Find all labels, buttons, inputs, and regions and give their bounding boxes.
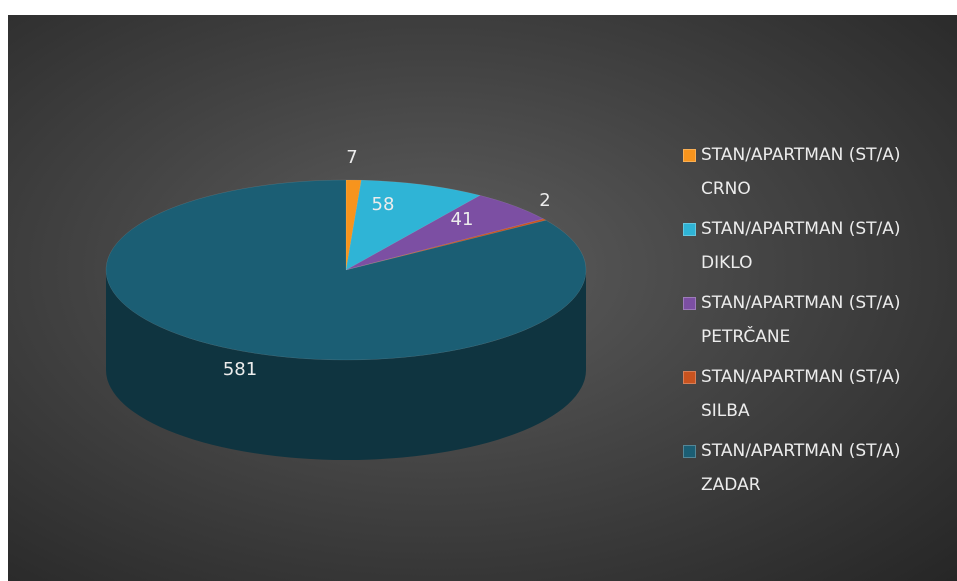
data-label: 58	[372, 194, 395, 215]
legend-item: STAN/APARTMAN (ST/A) ZADAR	[683, 434, 953, 502]
data-label: 7	[346, 147, 357, 168]
pie-slice	[345, 195, 545, 271]
legend-label: STAN/APARTMAN (ST/A) PETRČANE	[701, 293, 901, 347]
legend-label: STAN/APARTMAN (ST/A) CRNO	[701, 145, 901, 199]
legend-item: STAN/APARTMAN (ST/A) PETRČANE	[683, 286, 953, 354]
pie-slice	[345, 218, 547, 271]
legend-item: STAN/APARTMAN (ST/A) SILBA	[683, 360, 953, 428]
legend-swatch	[683, 297, 696, 310]
legend-swatch	[683, 223, 696, 236]
pie-slice	[345, 179, 362, 271]
data-label: 2	[539, 190, 550, 211]
legend-item: STAN/APARTMAN (ST/A) DIKLO	[683, 212, 953, 280]
chart: 7 58 41 2 581	[105, 147, 587, 460]
legend-swatch	[683, 445, 696, 458]
pie-side	[106, 270, 586, 460]
legend: STAN/APARTMAN (ST/A) CRNO STAN/APARTMAN (…	[683, 138, 953, 508]
legend-swatch	[683, 371, 696, 384]
data-label: 581	[223, 359, 257, 380]
legend-label: STAN/APARTMAN (ST/A) SILBA	[701, 367, 901, 421]
legend-swatch	[683, 149, 696, 162]
pie-slice	[345, 179, 481, 271]
chart-area: 7 58 41 2 581 STAN/APARTMAN (ST/A) CRNO STAN/…	[8, 15, 957, 581]
pie-slice	[105, 179, 587, 361]
legend-label: STAN/APARTMAN (ST/A) ZADAR	[701, 441, 901, 495]
legend-label: STAN/APARTMAN (ST/A) DIKLO	[701, 219, 901, 273]
data-label: 41	[451, 209, 474, 230]
legend-item: STAN/APARTMAN (ST/A) CRNO	[683, 138, 953, 206]
